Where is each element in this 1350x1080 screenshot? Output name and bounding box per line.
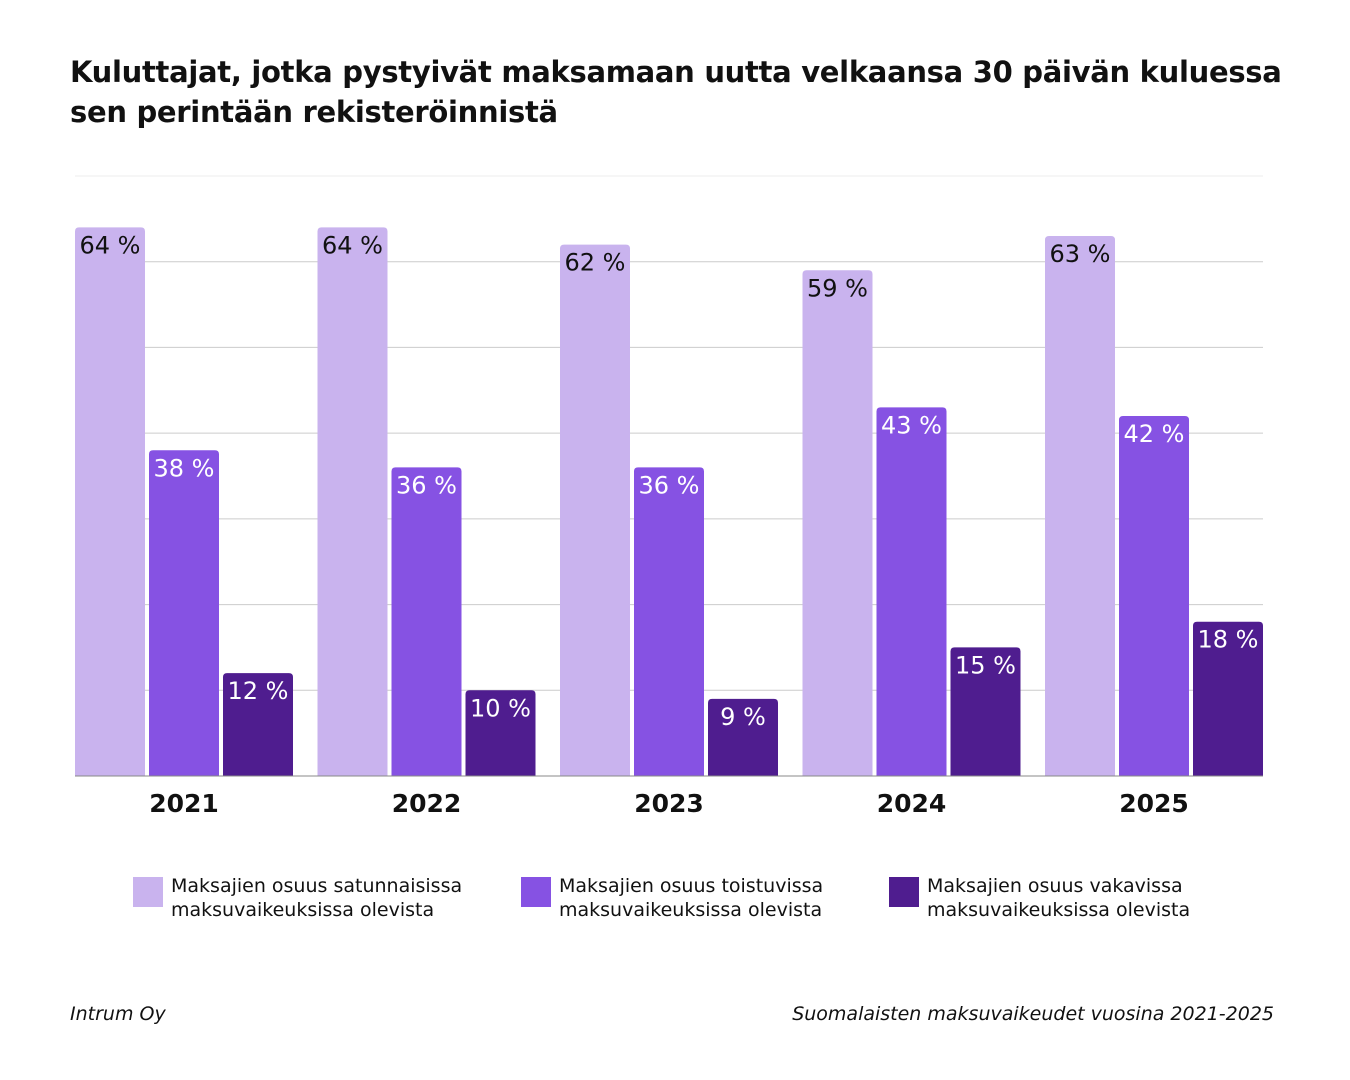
- data-label: 64 %: [80, 231, 141, 259]
- legend-item: Maksajien osuus vakavissa maksuvaikeuksi…: [889, 874, 1237, 922]
- legend: Maksajien osuus satunnaisissa maksuvaike…: [133, 874, 1277, 922]
- data-label: 18 %: [1198, 626, 1259, 654]
- bar: [317, 227, 388, 776]
- bar: [149, 450, 219, 776]
- bar: [802, 270, 873, 776]
- data-label: 10 %: [470, 694, 531, 722]
- bar: [876, 407, 947, 776]
- legend-label: Maksajien osuus toistuvissa maksuvaikeuk…: [559, 875, 824, 921]
- legend-swatch: [133, 877, 163, 907]
- legend-label: Maksajien osuus satunnaisissa maksuvaike…: [171, 875, 463, 921]
- data-label: 42 %: [1124, 420, 1185, 448]
- data-label: 36 %: [396, 471, 457, 499]
- data-label: 15 %: [955, 651, 1016, 679]
- data-label: 59 %: [807, 274, 868, 302]
- data-label: 62 %: [565, 249, 626, 277]
- bar: [950, 647, 1021, 776]
- legend-swatch: [521, 877, 551, 907]
- data-label: 63 %: [1050, 240, 1111, 268]
- data-label: 12 %: [228, 677, 289, 705]
- data-label: 38 %: [154, 454, 215, 482]
- legend-swatch: [889, 877, 919, 907]
- bar: [1045, 236, 1115, 776]
- bar: [708, 698, 778, 776]
- data-label: 64 %: [322, 231, 383, 259]
- data-label: 36 %: [639, 471, 700, 499]
- bar: [560, 244, 630, 777]
- data-label: 43 %: [881, 411, 942, 439]
- x-tick-label: 2025: [1119, 789, 1189, 818]
- legend-item: Maksajien osuus toistuvissa maksuvaikeuk…: [521, 874, 849, 922]
- x-tick-label: 2023: [634, 789, 704, 818]
- chart-title: Kuluttajat, jotka pystyivät maksamaan uu…: [70, 55, 1282, 129]
- bar: [1119, 416, 1189, 776]
- bar-chart: 64 % 38 % 12 % 2021 64 % 36 % 10 % 2022 62 % 36 %…: [75, 175, 1263, 818]
- legend-label: Maksajien osuus vakavissa maksuvaikeuksi…: [927, 875, 1191, 921]
- bar: [223, 673, 293, 776]
- bar: [75, 227, 145, 776]
- legend-item: Maksajien osuus satunnaisissa maksuvaike…: [133, 874, 481, 922]
- x-tick-label: 2022: [392, 789, 462, 818]
- bar: [634, 467, 704, 776]
- bar: [1193, 621, 1263, 776]
- bar: [391, 467, 462, 776]
- source-note: Suomalaisten maksuvaikeudet vuosina 2021…: [792, 1003, 1274, 1025]
- x-tick-label: 2024: [877, 789, 947, 818]
- data-label: 9 %: [720, 703, 766, 731]
- x-tick-label: 2021: [149, 789, 219, 818]
- bar: [465, 690, 536, 776]
- source-text: Intrum Oy: [70, 1003, 166, 1025]
